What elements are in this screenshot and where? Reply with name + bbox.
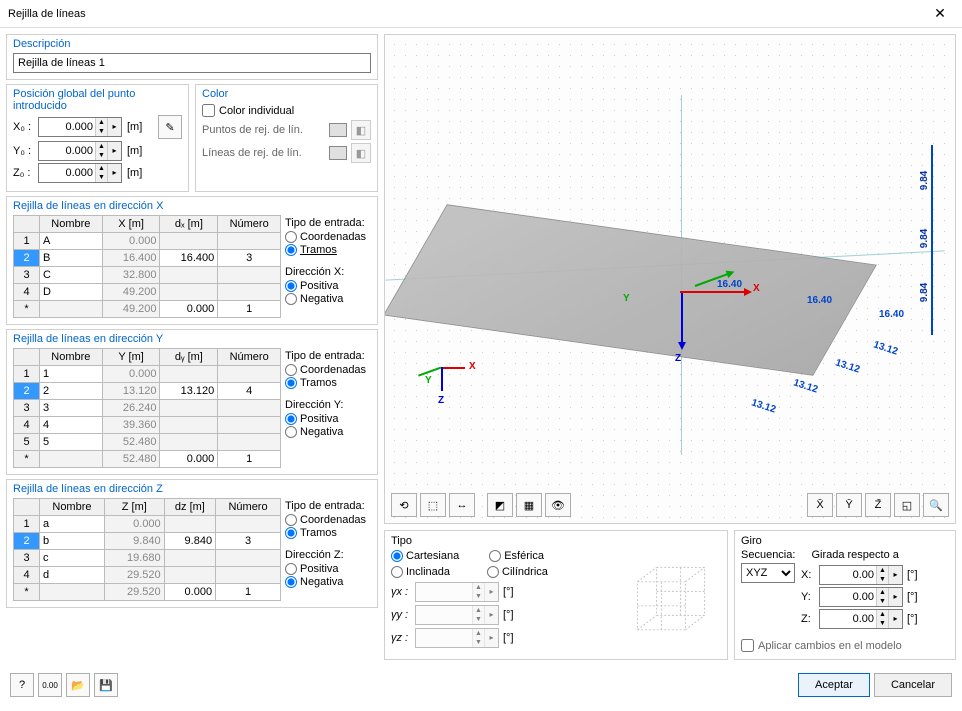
- points-color-btn[interactable]: ◧: [351, 120, 371, 140]
- cancel-button[interactable]: Cancelar: [874, 673, 952, 697]
- lines-color-swatch: [329, 146, 347, 160]
- x0-label: X₀ :: [13, 121, 35, 133]
- view-iso-icon[interactable]: ◱: [894, 493, 920, 517]
- table-row: 3C32.800: [14, 267, 281, 284]
- z0-label: Z₀ :: [13, 167, 35, 179]
- color-individual-checkbox[interactable]: [202, 104, 215, 117]
- view-tool-4-icon[interactable]: ◩: [487, 493, 513, 517]
- y-negativa-radio[interactable]: [285, 426, 297, 438]
- table-row: *52.4800.0001: [14, 451, 281, 468]
- z-positiva-radio[interactable]: [285, 563, 297, 575]
- y-coordenadas-radio[interactable]: [285, 364, 297, 376]
- table-row: 3c19.680: [14, 550, 281, 567]
- giro-y-input[interactable]: ▲▼▸: [819, 587, 903, 607]
- table-row: 4439.360: [14, 417, 281, 434]
- grid-x-group: Rejilla de líneas en dirección X NombreX…: [6, 196, 378, 325]
- view-tool-6-icon[interactable]: 👁: [545, 493, 571, 517]
- table-row: 110.000: [14, 366, 281, 383]
- table-row: 3326.240: [14, 400, 281, 417]
- view-x-icon[interactable]: X̄: [807, 493, 833, 517]
- cube-preview-icon: [623, 553, 719, 649]
- z-tramos-radio[interactable]: [285, 527, 297, 539]
- giro-z-input[interactable]: ▲▼▸: [819, 609, 903, 629]
- z0-input[interactable]: ▲▼▸: [38, 163, 122, 183]
- position-label: Posición global del punto introducido: [13, 88, 182, 112]
- color-label: Color: [202, 88, 371, 100]
- view-tool-2-icon[interactable]: ⬚: [420, 493, 446, 517]
- y-tramos-radio[interactable]: [285, 377, 297, 389]
- view-y-icon[interactable]: Ȳ: [836, 493, 862, 517]
- gamma-z-input: ▲▼▸: [415, 628, 499, 648]
- y0-input[interactable]: ▲▼▸: [38, 141, 122, 161]
- table-row: 2213.12013.1204: [14, 383, 281, 400]
- view-zoom-icon[interactable]: 🔍: [923, 493, 949, 517]
- grid-y-group: Rejilla de líneas en dirección Y NombreY…: [6, 329, 378, 475]
- table-row: *29.5200.0001: [14, 584, 281, 601]
- open-icon[interactable]: 📂: [66, 673, 90, 697]
- z-negativa-radio[interactable]: [285, 576, 297, 588]
- grid-z-group: Rejilla de líneas en dirección Z NombreZ…: [6, 479, 378, 608]
- table-row: 2B16.40016.4003: [14, 250, 281, 267]
- x0-input[interactable]: ▲▼▸: [38, 117, 122, 137]
- x-negativa-radio[interactable]: [285, 293, 297, 305]
- giro-label: Giro: [741, 535, 762, 547]
- sequence-select[interactable]: XYZ: [741, 563, 795, 583]
- cilindrica-radio[interactable]: [487, 566, 499, 578]
- giro-x-input[interactable]: ▲▼▸: [819, 565, 903, 585]
- window-title: Rejilla de líneas: [8, 8, 926, 20]
- view-z-icon[interactable]: Z̄: [865, 493, 891, 517]
- accept-button[interactable]: Aceptar: [798, 673, 870, 697]
- gamma-y-input: ▲▼▸: [415, 605, 499, 625]
- grid-y-label: Rejilla de líneas en dirección Y: [13, 333, 371, 345]
- table-row: 5552.480: [14, 434, 281, 451]
- grid-x-table[interactable]: NombreX [m]dₓ [m]Número 1A0.000 2B16.400…: [13, 215, 281, 318]
- tipo-group: Tipo Cartesiana Esférica Inclinada Cilín…: [384, 530, 728, 660]
- giro-group: Giro Secuencia: Girada respecto a XYZ X:…: [734, 530, 956, 660]
- help-icon[interactable]: ?: [10, 673, 34, 697]
- grid-y-table[interactable]: NombreY [m]dᵧ [m]Número 110.000 2213.120…: [13, 348, 281, 468]
- color-group: Color Color individual Puntos de rej. de…: [195, 84, 378, 192]
- description-input[interactable]: [13, 53, 371, 73]
- table-row: *49.2000.0001: [14, 301, 281, 318]
- x-positiva-radio[interactable]: [285, 280, 297, 292]
- close-icon[interactable]: ✕: [926, 0, 954, 28]
- lines-color-btn[interactable]: ◧: [351, 143, 371, 163]
- inclinada-radio[interactable]: [391, 566, 403, 578]
- table-row: 4d29.520: [14, 567, 281, 584]
- table-row: 4D49.200: [14, 284, 281, 301]
- tipo-label: Tipo: [391, 535, 412, 547]
- preview-viewport[interactable]: X Y Z X Y Z 16.40 16.40 16.40 13.12 13.1…: [384, 34, 956, 524]
- view-tool-3-icon[interactable]: ↔: [449, 493, 475, 517]
- x-coordenadas-radio[interactable]: [285, 231, 297, 243]
- grid-z-table[interactable]: NombreZ [m]dz [m]Número 1a0.000 2b9.8409…: [13, 498, 281, 601]
- table-row: 1A0.000: [14, 233, 281, 250]
- description-group: Descripción: [6, 34, 378, 80]
- grid-z-label: Rejilla de líneas en dirección Z: [13, 483, 371, 495]
- view-tool-5-icon[interactable]: ▦: [516, 493, 542, 517]
- y-positiva-radio[interactable]: [285, 413, 297, 425]
- y0-label: Y₀ :: [13, 145, 35, 157]
- units-icon[interactable]: 0.00: [38, 673, 62, 697]
- x-tramos-radio[interactable]: [285, 244, 297, 256]
- position-group: Posición global del punto introducido X₀…: [6, 84, 189, 192]
- cartesiana-radio[interactable]: [391, 550, 403, 562]
- titlebar: Rejilla de líneas ✕: [0, 0, 962, 28]
- description-label: Descripción: [13, 38, 371, 50]
- z-coordenadas-radio[interactable]: [285, 514, 297, 526]
- save-icon[interactable]: 💾: [94, 673, 118, 697]
- pick-point-icon[interactable]: ✎: [158, 115, 182, 139]
- esferica-radio[interactable]: [489, 550, 501, 562]
- grid-x-label: Rejilla de líneas en dirección X: [13, 200, 371, 212]
- points-color-swatch: [329, 123, 347, 137]
- aplicar-checkbox[interactable]: [741, 639, 754, 652]
- table-row: 2b9.8409.8403: [14, 533, 281, 550]
- view-tool-1-icon[interactable]: ⟲: [391, 493, 417, 517]
- gamma-x-input: ▲▼▸: [415, 582, 499, 602]
- table-row: 1a0.000: [14, 516, 281, 533]
